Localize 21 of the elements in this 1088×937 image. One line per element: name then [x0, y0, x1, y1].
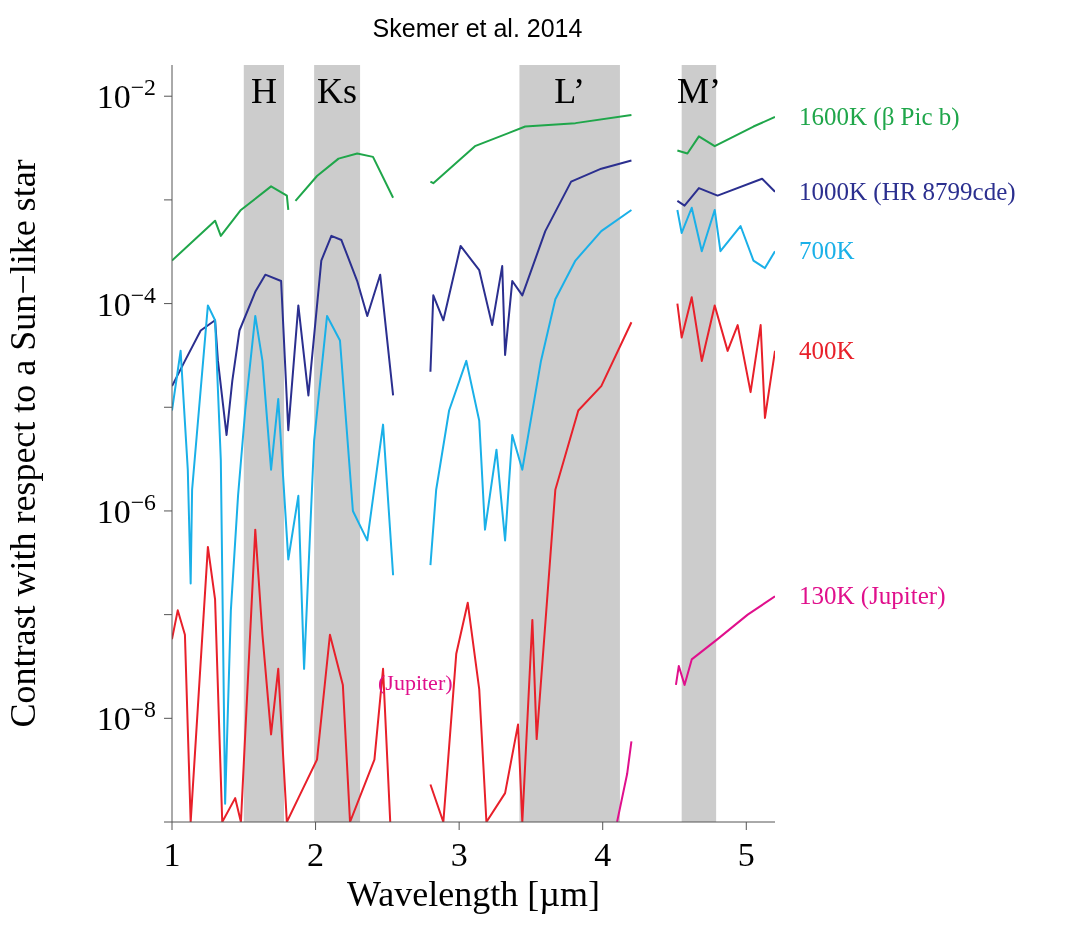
series-label: 130K (Jupiter) — [799, 582, 946, 611]
x-tick-label: 3 — [450, 836, 468, 873]
x-tick-label: 2 — [307, 836, 325, 873]
band-label: H — [250, 70, 277, 111]
band-label: L’ — [554, 70, 586, 111]
x-tick-label: 5 — [737, 836, 755, 873]
x-axis-title: Wavelength [µm] — [347, 874, 600, 914]
series-label: 400K — [799, 336, 855, 364]
series-label: 700K — [799, 237, 855, 265]
y-tick-label: 10$^{−2}$ — [96, 74, 156, 116]
band-label: Ks — [317, 70, 358, 111]
y-axis-title: Contrast with respect to a Sun−like star — [2, 159, 43, 728]
series-label: 1600K (β Pic b) — [799, 103, 960, 132]
y-tick-label: 10$^{−4}$ — [96, 281, 157, 323]
y-tick-label: 10$^{−8}$ — [96, 696, 156, 738]
x-tick-label: 1 — [163, 836, 181, 873]
x-tick-label: 4 — [594, 836, 612, 873]
y-tick-label: 10$^{−6}$ — [96, 488, 157, 530]
band-label: M’ — [676, 70, 721, 111]
series-label: 1000K (HR 8799cde) — [799, 177, 1016, 206]
chart-title: Skemer et al. 2014 — [371, 14, 584, 43]
